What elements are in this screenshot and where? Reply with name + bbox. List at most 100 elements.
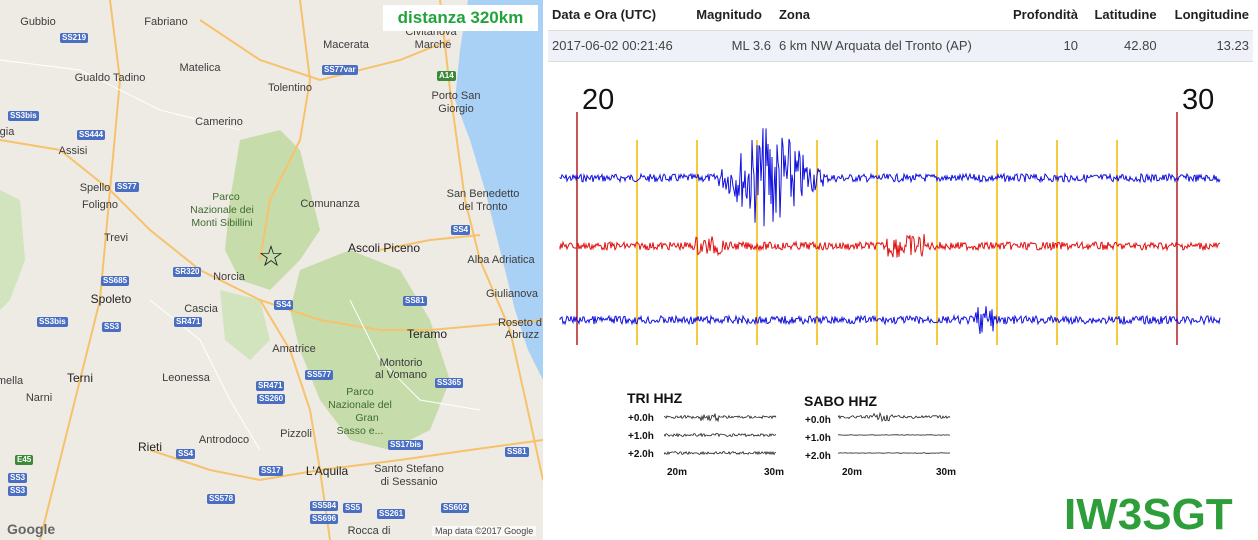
table-row[interactable]: 2017-06-02 00:21:46 ML 3.6 6 km NW Arqua… — [548, 30, 1253, 62]
road-shield: SR320 — [173, 267, 202, 277]
map-place-label: Fabriano — [144, 16, 188, 28]
road-shield: SS696 — [310, 514, 339, 524]
map-place-label: Nazionale dei — [190, 204, 254, 216]
col-header-datetime: Data e Ora (UTC) — [548, 0, 693, 31]
helicorder-row-label: +1.0h — [805, 433, 831, 444]
map-place-label: Terni — [66, 371, 94, 385]
cell-depth: 10 — [1000, 30, 1082, 62]
helicorder-trace — [838, 452, 951, 454]
road-shield: SS3 — [8, 473, 28, 483]
earthquake-table: Data e Ora (UTC) Magnitudo Zona Profondi… — [548, 0, 1253, 62]
road-shield: SS261 — [377, 509, 406, 519]
google-logo: Google — [7, 521, 56, 537]
road-shield: SS584 — [310, 501, 339, 511]
road-shield: SS3bis — [37, 317, 68, 327]
map-panel[interactable]: Gubbio Fabriano Civitanova Marche Macerata Ma… — [0, 0, 543, 540]
helicorder-axis-label: 30m — [764, 467, 785, 478]
map-place-label: Teramo — [406, 327, 448, 341]
map-place-label: Spello — [79, 182, 111, 194]
road-shield: SS81 — [505, 447, 529, 457]
seismic-trace — [559, 234, 1221, 258]
road-shield: SS77var — [322, 65, 358, 75]
map-place-label: Camerino — [195, 116, 243, 128]
road-shield: SS4 — [451, 225, 471, 235]
callsign-label: IW3SGT — [1064, 490, 1233, 539]
helicorder-row-label: +2.0h — [628, 449, 654, 460]
distance-label: distanza 320km — [383, 5, 538, 31]
map-place-label: L'Aquila — [305, 464, 349, 478]
road-shield: SS685 — [101, 276, 130, 286]
map-place-label: Porto San — [431, 90, 481, 102]
col-header-magnitude: Magnitudo — [692, 0, 775, 31]
map-place-label: Abruzz — [504, 329, 540, 341]
map-base — [0, 0, 543, 540]
road-shield: SS17 — [259, 466, 283, 476]
helicorder-traces — [838, 412, 951, 454]
road-shield: SS4 — [176, 449, 196, 459]
map-place-label: Comunanza — [300, 198, 360, 210]
map-place-label: Giorgio — [438, 103, 474, 115]
epicenter-star-icon[interactable]: ☆ — [258, 241, 284, 273]
helicorder-trace — [664, 450, 776, 456]
map-place-label: Matelica — [179, 62, 221, 74]
cell-magnitude: ML 3.6 — [692, 30, 775, 62]
map-place-label: Amatrice — [272, 343, 316, 355]
map-place-label: Assisi — [58, 145, 88, 157]
road-shield: SS602 — [441, 503, 470, 513]
map-place-label: Parco — [346, 386, 374, 398]
map-place-label: del Tronto — [458, 201, 508, 213]
cell-datetime: 2017-06-02 00:21:46 — [548, 30, 693, 62]
map-place-label: Monti Sibillini — [191, 217, 253, 229]
map-place-label: Antrodoco — [198, 434, 250, 446]
map-place-label: Macerata — [323, 39, 369, 51]
cell-zone: 6 km NW Arquata del Tronto (AP) — [774, 30, 1001, 62]
map-place-label: Rocca di — [347, 525, 391, 537]
table-header-row: Data e Ora (UTC) Magnitudo Zona Profondi… — [548, 0, 1253, 31]
road-shield: SS3 — [8, 486, 28, 496]
seismic-trace — [559, 128, 1221, 227]
map-place-label: Leonessa — [162, 372, 210, 384]
seismic-trace — [559, 306, 1221, 334]
helicorder-sabo: SABO HHZ +0.0h +1.0h +2.0h 20m 30m — [804, 393, 974, 483]
helicorder-title: TRI HHZ — [627, 390, 683, 406]
map-place-label: Trevi — [103, 232, 129, 244]
road-shield: SS578 — [207, 494, 236, 504]
map-place-label: Marche — [414, 39, 452, 51]
map-place-label: Gubbio — [20, 16, 56, 28]
road-shield: SS81 — [403, 296, 427, 306]
map-place-label: di Sessanio — [380, 476, 438, 488]
cell-latitude: 42.80 — [1082, 30, 1161, 62]
map-place-label: mella — [0, 375, 24, 387]
map-place-label: Alba Adriatica — [467, 254, 535, 266]
helicorder-traces — [664, 413, 777, 456]
map-place-label: Norcia — [213, 271, 245, 283]
map-place-label: Montorio — [379, 357, 423, 369]
helicorder-axis-label: 30m — [936, 467, 957, 478]
helicorder-trace — [838, 434, 950, 436]
map-place-label: Tolentino — [267, 82, 313, 94]
map-place-label: Gran — [355, 412, 379, 424]
cell-longitude: 13.23 — [1160, 30, 1253, 62]
map-place-label: Gualdo Tadino — [74, 72, 146, 84]
map-place-label: gia — [0, 126, 15, 138]
road-shield: SS77 — [115, 182, 139, 192]
col-header-zone: Zona — [774, 0, 1001, 31]
map-place-label: Giulianova — [486, 288, 538, 300]
road-shield: SS5 — [343, 503, 363, 513]
helicorder-row-label: +1.0h — [628, 431, 654, 442]
road-shield: SS3bis — [8, 111, 39, 121]
helicorder-trace — [664, 413, 777, 423]
helicorder-axis-label: 20m — [667, 467, 688, 478]
map-attribution[interactable]: Map data ©2017 Google — [432, 526, 537, 536]
map-place-label: Narni — [25, 392, 53, 404]
map-place-label: Cascia — [184, 303, 218, 315]
map-place-label: Nazionale del — [328, 399, 392, 411]
road-shield: E45 — [15, 455, 34, 465]
map-place-label: al Vomano — [375, 369, 427, 381]
helicorder-tri: TRI HHZ +0.0h +1.0h +2.0h 20m 30m — [627, 390, 797, 480]
road-shield: SR471 — [256, 381, 285, 391]
helicorder-trace — [838, 412, 951, 422]
seismogram-plot — [559, 112, 1221, 345]
helicorder-trace — [664, 432, 777, 438]
marker-left-label: 20 — [582, 84, 615, 116]
